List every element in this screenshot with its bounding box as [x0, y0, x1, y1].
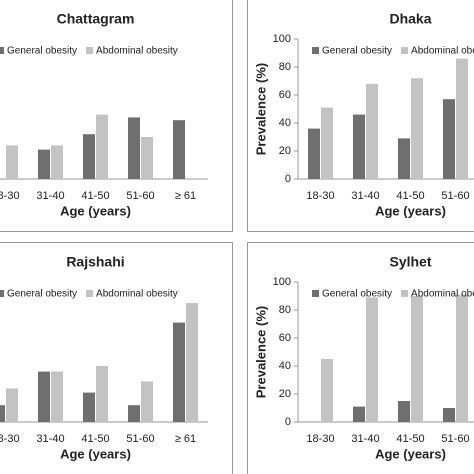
bar [96, 114, 108, 179]
chart-title: Chattagram [57, 11, 135, 27]
chart-title: Rajshahi [66, 254, 124, 270]
bar [38, 149, 50, 179]
x-tick-label: 31-40 [36, 190, 64, 202]
y-tick-label: 40 [279, 360, 291, 372]
legend-label: Abdominal obesity [96, 289, 178, 300]
bar [96, 366, 108, 422]
x-tick-label: 31-40 [351, 433, 379, 445]
x-tick-label: 41-50 [396, 190, 424, 202]
x-tick-label: 18-30 [306, 433, 334, 445]
bar [173, 322, 185, 422]
legend-label: General obesity [7, 46, 77, 57]
legend-swatch [312, 47, 319, 54]
bar [186, 303, 198, 422]
legend-swatch [86, 290, 94, 297]
y-tick-label: 0 [285, 416, 291, 428]
legend-label: General obesity [322, 46, 392, 57]
y-tick-label: 40 [279, 117, 291, 129]
y-tick-label: 80 [279, 61, 291, 73]
x-tick-label: 51-60 [126, 190, 154, 202]
y-tick-label: 100 [273, 33, 291, 45]
legend-label: Abdominal obesity [411, 289, 474, 300]
legend-swatch [401, 47, 409, 54]
x-tick-label: 41-50 [81, 190, 109, 202]
bar [398, 401, 410, 422]
x-axis-title: Age (years) [60, 203, 131, 218]
bar [366, 297, 378, 422]
y-tick-label: 100 [273, 276, 291, 288]
y-tick-label: 20 [279, 388, 291, 400]
chart-title: Dhaka [389, 11, 431, 27]
bar [456, 58, 468, 179]
legend-label: General obesity [7, 289, 77, 300]
bar [443, 99, 455, 179]
x-axis-title: Age (years) [375, 203, 446, 218]
bar [443, 408, 455, 422]
legend-swatch [0, 290, 4, 297]
chart-panel: Chattagram 18-30 31-40 41-50 51-60 ≥ 61 Genera… [0, 0, 233, 232]
bar [128, 117, 140, 179]
legend-label: General obesity [322, 289, 392, 300]
bar [83, 134, 95, 179]
x-axis-title: Age (years) [375, 446, 446, 461]
y-tick-label: 20 [279, 145, 291, 157]
x-axis-title: Age (years) [60, 446, 131, 461]
bar [456, 294, 468, 422]
x-tick-label: 18-30 [306, 190, 334, 202]
panel-border [0, 242, 233, 474]
bar [398, 138, 410, 179]
bar [308, 128, 320, 179]
panel-border [247, 0, 474, 232]
bar [141, 381, 153, 422]
legend-label: Abdominal obesity [411, 46, 474, 57]
chart-panel: Rajshahi 18-30 31-40 41-50 51-60 ≥ 61 General … [0, 242, 233, 474]
bar [173, 120, 185, 179]
bar [321, 107, 333, 179]
bar [0, 405, 5, 422]
panel-border [247, 242, 474, 474]
bar [128, 405, 140, 422]
bar [51, 145, 63, 179]
bar [141, 137, 153, 179]
bar [321, 359, 333, 422]
bar [411, 78, 423, 179]
x-tick-label: ≥ 61 [175, 433, 196, 445]
legend-swatch [312, 290, 319, 297]
chart-panel: Sylhet02040608010018-3031-4041-5051-60≥ … [247, 242, 474, 474]
x-tick-label: 31-40 [351, 190, 379, 202]
x-tick-label: 31-40 [36, 433, 64, 445]
bar [353, 406, 365, 422]
y-tick-label: 80 [279, 304, 291, 316]
y-tick-label: 60 [279, 332, 291, 344]
x-tick-label: 41-50 [396, 433, 424, 445]
x-tick-label: 51-60 [126, 433, 154, 445]
legend-swatch [401, 290, 409, 297]
y-axis-title: Prevalence (%) [253, 63, 268, 156]
panel-border [0, 0, 233, 232]
x-tick-label: 51-60 [441, 190, 469, 202]
x-tick-label: 41-50 [81, 433, 109, 445]
bar [353, 114, 365, 179]
bar [51, 371, 63, 422]
legend-swatch [86, 47, 94, 54]
y-axis-title: Prevalence (%) [253, 306, 268, 399]
y-tick-label: 60 [279, 89, 291, 101]
bar [411, 296, 423, 422]
bar [38, 371, 50, 422]
bar [6, 388, 18, 422]
y-tick-label: 0 [285, 173, 291, 185]
bar [83, 392, 95, 422]
chart-title: Sylhet [389, 254, 431, 270]
x-tick-label: 18-30 [0, 433, 20, 445]
x-tick-label: 18-30 [0, 190, 20, 202]
legend-swatch [0, 47, 4, 54]
x-tick-label: ≥ 61 [175, 190, 196, 202]
legend-label: Abdominal obesity [96, 46, 178, 57]
bar [366, 83, 378, 179]
x-tick-label: 51-60 [441, 433, 469, 445]
bar [6, 145, 18, 179]
